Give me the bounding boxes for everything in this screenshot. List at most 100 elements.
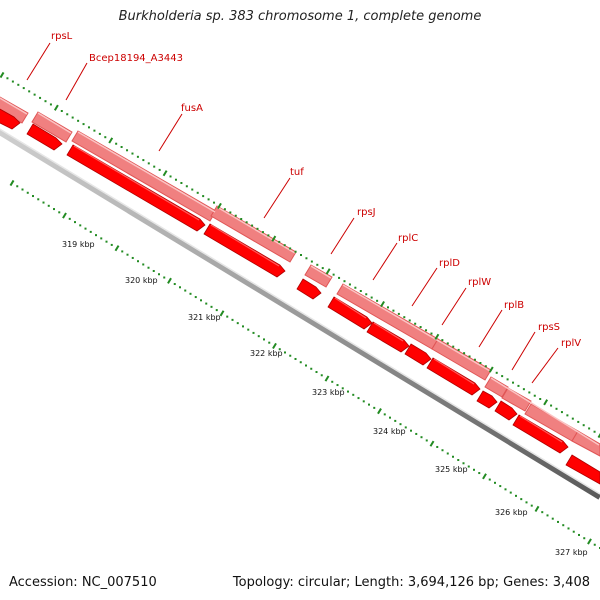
scale-tick-4 bbox=[32, 195, 34, 198]
gene-Bcep18194_A3443-arrow[interactable] bbox=[26, 123, 63, 151]
upper-tick-44 bbox=[240, 218, 243, 220]
scale-tick-29 bbox=[163, 276, 166, 279]
gene-rpsL-band[interactable] bbox=[0, 96, 29, 124]
scale-tick-1 bbox=[16, 185, 19, 188]
gene-label-rplV[interactable]: rplV bbox=[561, 338, 581, 349]
scale-tick-70 bbox=[377, 408, 382, 415]
callout-rpsJ bbox=[330, 217, 355, 255]
scale-tick-75 bbox=[404, 426, 407, 429]
callout-fusA bbox=[158, 113, 183, 152]
scale-tick-32 bbox=[179, 286, 181, 289]
scale-tick-33 bbox=[184, 289, 187, 292]
gene-rplD-band[interactable] bbox=[431, 338, 492, 381]
gene-rplW-band[interactable] bbox=[484, 376, 509, 398]
scale-tick-111 bbox=[593, 543, 596, 546]
upper-tick-65 bbox=[354, 286, 357, 289]
upper-tick-21 bbox=[115, 142, 118, 145]
scale-tick-12 bbox=[74, 221, 76, 224]
upper-tick-6 bbox=[33, 93, 36, 96]
gene-rplD-arrow[interactable] bbox=[366, 321, 410, 353]
scale-tick-58 bbox=[315, 371, 318, 374]
upper-tick-73 bbox=[397, 312, 400, 315]
upper-tick-31 bbox=[169, 175, 172, 178]
scale-tick-7 bbox=[47, 204, 50, 207]
upper-tick-58 bbox=[316, 263, 319, 266]
scale-tick-17 bbox=[100, 237, 103, 240]
scale-tick-26 bbox=[147, 266, 150, 269]
scale-tick-6 bbox=[42, 201, 45, 204]
upper-tick-5 bbox=[28, 90, 31, 93]
upper-tick-106 bbox=[577, 420, 580, 423]
gene-rplC-arrow[interactable] bbox=[327, 296, 373, 330]
upper-tick-49 bbox=[267, 234, 270, 237]
scale-tick-13 bbox=[79, 224, 82, 227]
gene-label-rpsJ[interactable]: rpsJ bbox=[357, 207, 376, 218]
scale-tick-103 bbox=[551, 517, 554, 520]
upper-tick-72 bbox=[392, 309, 395, 312]
scale-tick-108 bbox=[578, 533, 580, 536]
scale-tick-5 bbox=[37, 198, 40, 201]
gene-rpsL-arrow[interactable] bbox=[0, 108, 21, 130]
gene-label-rplD[interactable]: rplD bbox=[439, 258, 460, 269]
gene-tuf-band[interactable] bbox=[210, 205, 297, 263]
scale-tick-35 bbox=[194, 296, 197, 299]
chromosome-backbone bbox=[0, 128, 600, 500]
gene-fusA-arrow[interactable] bbox=[66, 144, 206, 232]
scale-tick-87 bbox=[467, 465, 470, 468]
scale-label: 327 kbp bbox=[555, 548, 588, 557]
gene-rplV-arrow[interactable] bbox=[494, 400, 518, 421]
scale-tick-41 bbox=[226, 315, 229, 318]
upper-tick-13 bbox=[71, 116, 74, 119]
gene-label-fusA[interactable]: fusA bbox=[181, 103, 203, 114]
scale-tick-93 bbox=[499, 485, 502, 488]
gene-rpsJ-band[interactable] bbox=[304, 264, 333, 288]
upper-tick-41 bbox=[223, 208, 226, 211]
gene-label-rpsL[interactable]: rpsL bbox=[51, 31, 73, 42]
gene-rpsJ-arrow[interactable] bbox=[296, 278, 322, 300]
upper-tick-40 bbox=[217, 202, 222, 209]
gene-label-rplB[interactable]: rplB bbox=[504, 300, 524, 311]
gene-rplB-arrow[interactable] bbox=[426, 357, 481, 396]
upper-tick-18 bbox=[98, 132, 101, 135]
upper-tick-0 bbox=[0, 71, 5, 79]
scale-tick-48 bbox=[263, 338, 265, 341]
upper-tick-68 bbox=[370, 296, 373, 299]
gene-label-rpsS[interactable]: rpsS bbox=[538, 322, 560, 333]
scale-tick-47 bbox=[257, 335, 260, 338]
scale-tick-79 bbox=[425, 439, 428, 442]
upper-tick-15 bbox=[82, 123, 85, 126]
gene-tuf-arrow[interactable] bbox=[203, 223, 286, 278]
scale-tick-105 bbox=[562, 524, 565, 527]
scale-label: 319 kbp bbox=[62, 240, 95, 249]
upper-tick-59 bbox=[321, 267, 324, 270]
gene-offscreen-arrow[interactable] bbox=[565, 454, 600, 485]
gene-rpsS-arrow[interactable] bbox=[476, 390, 498, 409]
upper-tick-57 bbox=[310, 260, 313, 263]
upper-tick-1 bbox=[6, 77, 9, 80]
upper-tick-22 bbox=[120, 146, 123, 148]
gene-label-rplC[interactable]: rplC bbox=[398, 233, 418, 244]
gene-rplW-arrow[interactable] bbox=[404, 343, 432, 366]
upper-tick-25 bbox=[136, 155, 139, 158]
scale-tick-0 bbox=[9, 179, 15, 187]
gene-Bcep18194_A3443-band[interactable] bbox=[31, 111, 73, 143]
gene-rplV-next-arrow[interactable] bbox=[512, 414, 569, 454]
gene-rplV-band[interactable] bbox=[571, 430, 600, 457]
gene-label-tuf[interactable]: tuf bbox=[290, 167, 304, 178]
gene-label-Bcep18194_A3443[interactable]: Bcep18194_A3443 bbox=[89, 53, 183, 64]
upper-tick-109 bbox=[593, 430, 596, 433]
upper-tick-60 bbox=[325, 268, 331, 275]
callout-rplB bbox=[478, 309, 503, 348]
gene-rplB-band[interactable] bbox=[501, 387, 532, 412]
scale-tick-14 bbox=[84, 227, 87, 230]
scale-tick-30 bbox=[167, 277, 172, 284]
upper-tick-30 bbox=[162, 170, 168, 177]
gene-fusA-band[interactable] bbox=[71, 130, 217, 222]
upper-tick-75 bbox=[408, 319, 411, 322]
gene-label-rplW[interactable]: rplW bbox=[468, 277, 491, 288]
scale-tick-66 bbox=[357, 397, 360, 400]
upper-tick-84 bbox=[457, 348, 460, 351]
topology-text: Topology: circular; Length: 3,694,126 bp… bbox=[232, 575, 590, 590]
upper-tick-37 bbox=[202, 195, 205, 198]
scale-tick-65 bbox=[352, 393, 355, 396]
